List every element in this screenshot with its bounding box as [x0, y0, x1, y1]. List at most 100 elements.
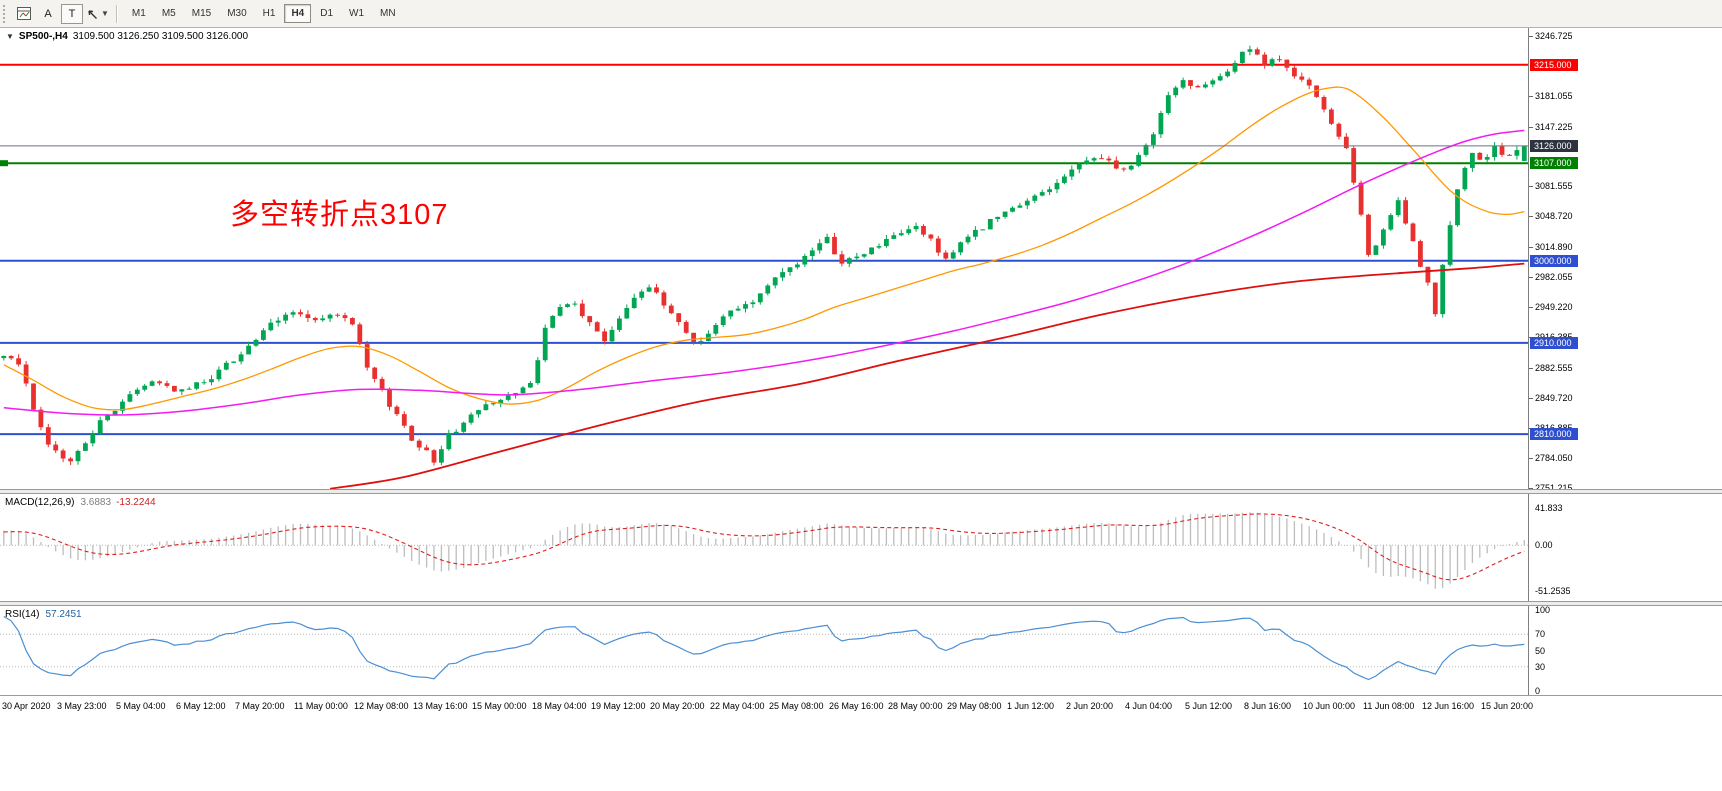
candle-body [1418, 241, 1423, 267]
candle-body [876, 246, 882, 248]
candle-body [1373, 245, 1379, 255]
candle-body [1106, 158, 1112, 161]
candle-body [468, 414, 474, 423]
candle-body [980, 229, 986, 231]
cursor-tool-button[interactable]: ▼ [85, 4, 109, 24]
chart-window-icon-svg [17, 7, 31, 20]
candle-body [320, 318, 326, 321]
price-tickmark [1529, 307, 1533, 309]
candle-body [97, 420, 103, 434]
candle-body [1062, 176, 1067, 183]
macd-indicator-canvas[interactable] [0, 494, 1528, 601]
candle-body [817, 243, 823, 251]
tf-button-d1[interactable]: D1 [320, 8, 334, 19]
candle-body [1351, 148, 1357, 183]
panel-separator[interactable] [0, 489, 1722, 494]
main-chart-canvas[interactable] [0, 28, 1528, 489]
candle-body [1180, 80, 1186, 88]
ma-fast-orange [3, 86, 1525, 411]
price-tick-label: 2949.220 [1535, 302, 1573, 313]
candle-body [186, 388, 192, 390]
candle-body [572, 303, 578, 305]
candle-body [90, 433, 96, 444]
candle-body [617, 318, 622, 330]
tf-button-w1[interactable]: W1 [349, 8, 365, 19]
time-axis-label: 7 May 20:00 [235, 701, 285, 711]
candle-body [127, 394, 133, 402]
candle-body [720, 316, 726, 325]
tf-button-h1[interactable]: H1 [262, 8, 276, 19]
ohlc-values: 3109.500 3126.250 3109.500 3126.000 [72, 31, 249, 42]
candle-body [505, 395, 511, 400]
candle-body [209, 379, 214, 383]
candle-body [995, 216, 1001, 219]
rsi-axis-label: 100 [1535, 605, 1551, 615]
price-tick-label: 3246.725 [1535, 30, 1573, 41]
candle-body [609, 329, 615, 342]
candle-body [795, 264, 800, 268]
symbol-dropdown-icon: ▼ [6, 32, 14, 41]
tf-button-m5[interactable]: M5 [161, 8, 176, 19]
candle-body [1425, 266, 1431, 283]
time-axis[interactable]: 30 Apr 2020 3 May 23:00 5 May 04:00 6 May 1… [0, 696, 1722, 718]
candle-body [713, 325, 719, 334]
text-label-tool-button[interactable]: A [44, 7, 52, 20]
candle-body [268, 322, 274, 331]
candle-body [483, 404, 489, 411]
candle-body [60, 450, 66, 459]
chart-text-annotation[interactable]: 多空转折点3107 [230, 199, 449, 231]
candle-body [1410, 223, 1416, 242]
candle-body [1203, 84, 1208, 88]
candle-body [142, 385, 148, 390]
tf-button-mn[interactable]: MN [380, 8, 396, 19]
candle-body [1447, 225, 1453, 265]
candle-body [535, 360, 541, 384]
candle-body [661, 292, 667, 306]
price-tick-label: 3181.055 [1535, 90, 1573, 101]
candle-body [1188, 80, 1193, 86]
candle-body [476, 410, 481, 415]
candle-body [246, 345, 251, 355]
price-tick-label: 3048.720 [1535, 211, 1573, 222]
price-axis[interactable]: 3246.725 3181.055 3147.225 3081.555 3048.720… [1528, 28, 1722, 696]
tf-button-m15[interactable]: M15 [191, 8, 212, 19]
candle-body [1343, 136, 1349, 149]
candle-body [1477, 152, 1483, 160]
panel-separator[interactable] [0, 601, 1722, 606]
candle-body [350, 318, 355, 325]
candle-body [1432, 282, 1438, 315]
time-axis-label: 30 Apr 2020 [2, 701, 51, 711]
candle-body [1484, 157, 1490, 160]
candle-body [31, 383, 36, 410]
time-axis-label: 26 May 16:00 [829, 701, 884, 711]
tf-button-m1[interactable]: M1 [131, 8, 146, 19]
candle-body [787, 267, 793, 272]
candle-body [194, 382, 199, 389]
candle-body [1091, 158, 1097, 161]
time-axis-label: 12 Jun 16:00 [1422, 701, 1475, 711]
time-axis-label: 12 May 08:00 [354, 701, 409, 711]
price-level-badge: 3215.000 [1530, 58, 1578, 71]
cursor-arrow-icon [88, 9, 97, 19]
hline-handle[interactable] [0, 160, 8, 167]
candle-body [557, 307, 563, 316]
candle-body [283, 314, 288, 321]
tf-button-h4[interactable]: H4 [284, 4, 312, 23]
macd-axis-label: -51.2535 [1535, 585, 1571, 596]
rsi-indicator-canvas[interactable] [0, 606, 1528, 695]
candle-body [1247, 49, 1253, 52]
candle-body [1173, 87, 1179, 96]
candle-body [757, 293, 763, 303]
time-axis-label: 20 May 20:00 [650, 701, 705, 711]
candle-body [1032, 195, 1038, 201]
candle-body [231, 361, 237, 363]
candle-body [594, 322, 600, 332]
candle-body [1492, 145, 1497, 157]
toolbar-grip[interactable] [3, 4, 8, 23]
chart-window-icon[interactable] [13, 4, 35, 24]
candle-body [802, 256, 808, 265]
price-level-badge: 2910.000 [1530, 336, 1578, 349]
time-axis-label: 29 May 08:00 [947, 701, 1002, 711]
text-tool-button[interactable]: T [61, 3, 83, 24]
tf-button-m30[interactable]: M30 [227, 8, 247, 19]
